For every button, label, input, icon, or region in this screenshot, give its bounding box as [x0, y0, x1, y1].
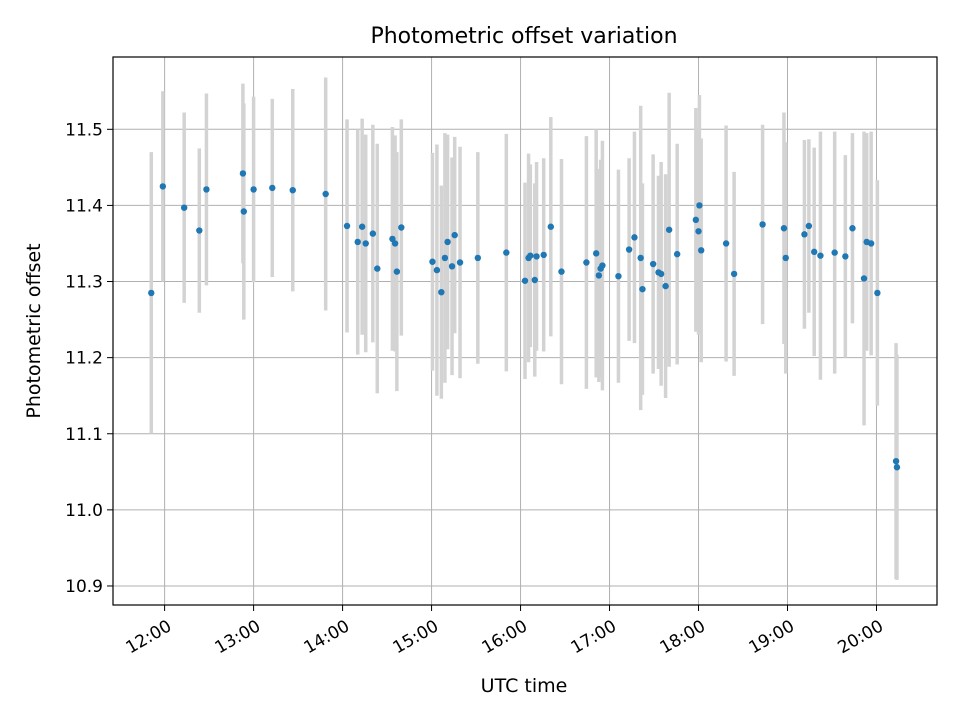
data-point: [615, 273, 622, 280]
data-point: [893, 464, 901, 471]
data-point: [429, 258, 436, 265]
data-point: [657, 270, 665, 278]
data-point: [625, 246, 633, 253]
data-point: [362, 240, 369, 247]
x-tick-label: 15:00: [390, 616, 442, 658]
data-point: [662, 282, 669, 290]
x-tick-label: 17:00: [568, 616, 620, 658]
data-point: [874, 289, 881, 297]
x-tick-label: 16:00: [479, 616, 531, 658]
data-point: [639, 285, 646, 293]
data-point: [759, 221, 766, 228]
y-tick-label: 11.1: [65, 425, 103, 445]
data-point: [780, 225, 788, 232]
x-axis-label: UTC time: [481, 675, 568, 697]
error-bars: [149, 77, 899, 580]
data-point: [503, 249, 510, 256]
data-point: [527, 252, 534, 259]
data-point: [558, 268, 565, 275]
data-point: [805, 222, 813, 230]
data-point: [148, 289, 155, 297]
data-point: [398, 224, 405, 231]
data-point: [692, 216, 700, 224]
data-point: [583, 259, 590, 266]
data-point: [592, 250, 600, 257]
data-point: [817, 252, 824, 259]
data-point: [665, 226, 673, 233]
data-point: [531, 276, 538, 284]
data-point: [289, 186, 296, 194]
data-point: [540, 251, 547, 259]
data-point: [322, 190, 329, 198]
data-point: [448, 263, 456, 270]
plot-area-frame: [112, 56, 938, 606]
data-point: [801, 231, 808, 238]
data-point: [433, 266, 441, 274]
data-point: [782, 254, 789, 262]
x-tick-label: 12:00: [123, 616, 175, 658]
data-point: [451, 231, 458, 239]
data-point: [842, 253, 849, 260]
data-point: [250, 186, 257, 193]
data-point: [637, 254, 644, 262]
data-point: [697, 247, 705, 254]
y-tick-label: 11.0: [65, 501, 103, 521]
data-point: [867, 240, 875, 247]
y-axis-label: Photometric offset: [23, 243, 45, 418]
data-point: [860, 275, 868, 282]
data-point: [474, 254, 482, 262]
data-point: [631, 234, 638, 241]
x-tick-label: 20:00: [835, 616, 887, 658]
y-tick-label: 10.9: [65, 577, 103, 597]
data-point: [533, 253, 540, 260]
x-tick-label: 19:00: [746, 616, 798, 658]
data-point: [196, 227, 203, 234]
data-point: [441, 254, 449, 262]
y-tick-label: 11.4: [65, 196, 103, 216]
x-tick-label: 13:00: [212, 616, 264, 658]
data-point: [599, 262, 606, 269]
data-point: [595, 272, 603, 279]
data-point: [354, 238, 361, 246]
y-tick-label: 11.2: [65, 349, 103, 369]
data-point: [696, 202, 703, 209]
chart-title: Photometric offset variation: [370, 24, 677, 49]
y-tick-label: 11.3: [65, 273, 103, 293]
data-point: [831, 249, 838, 256]
x-tick-label: 18:00: [657, 616, 709, 658]
data-point: [369, 230, 377, 237]
x-tick-label: 14:00: [301, 616, 353, 658]
data-point: [358, 223, 366, 230]
data-point: [521, 277, 529, 284]
data-points: [148, 170, 901, 471]
data-point: [239, 170, 247, 177]
data-point: [269, 184, 276, 192]
data-point: [438, 288, 445, 296]
x-axis-ticks: 12:00 13:00 14:00 15:00 16:00 17:00 18:00 19:00…: [123, 605, 887, 658]
y-axis-ticks: 10.9 11.0 11.1 11.2 11.3 11.4 11.5: [65, 120, 113, 597]
data-point: [695, 228, 702, 235]
data-point: [374, 265, 381, 272]
data-point: [159, 183, 167, 190]
data-point: [180, 204, 188, 211]
data-point: [343, 222, 351, 230]
data-point: [456, 259, 464, 266]
data-point: [649, 260, 657, 268]
data-point: [730, 270, 738, 278]
data-point: [240, 208, 248, 215]
y-tick-label: 11.5: [65, 120, 103, 140]
data-point: [547, 223, 555, 230]
data-point: [673, 250, 681, 258]
data-point: [811, 248, 818, 256]
data-point: [722, 240, 730, 247]
data-point: [849, 225, 856, 232]
data-point: [393, 268, 401, 275]
data-point: [203, 186, 210, 193]
data-point: [391, 240, 399, 247]
data-point: [892, 457, 900, 465]
data-point: [444, 238, 451, 246]
